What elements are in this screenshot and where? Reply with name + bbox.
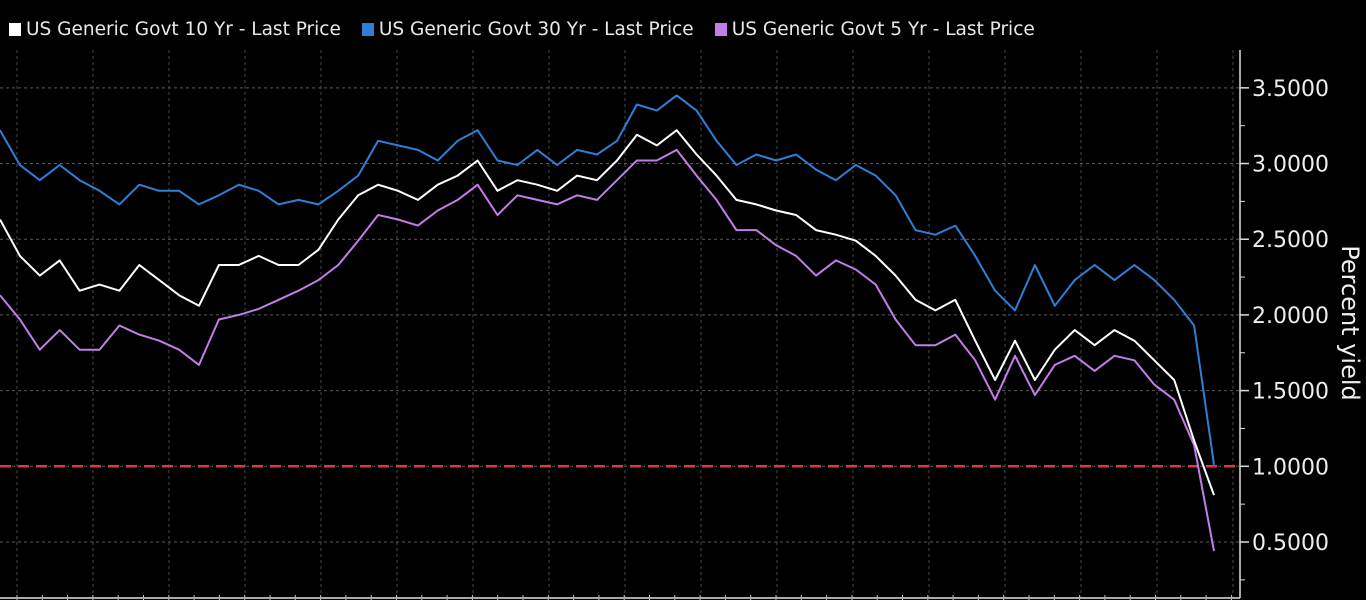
series-lines [0, 94, 1215, 552]
series-line-5yr [0, 148, 1215, 552]
y-axis-label: Percent yield [1336, 245, 1364, 401]
y-tick-label: 3.5000 [1252, 77, 1329, 102]
series-line-30yr [0, 94, 1215, 465]
legend-item-30yr[interactable]: US Generic Govt 30 Yr - Last Price [361, 19, 694, 40]
y-tick-label: 0.5000 [1252, 531, 1329, 556]
legend-label-5yr: US Generic Govt 5 Yr - Last Price [731, 19, 1035, 40]
y-tick-label: 1.5000 [1252, 380, 1329, 405]
legend-swatch-30yr [361, 23, 374, 36]
y-tick-label: 1.0000 [1252, 455, 1329, 480]
legend-label-30yr: US Generic Govt 30 Yr - Last Price [378, 19, 694, 40]
y-tick-label: 2.0000 [1252, 304, 1329, 329]
legend-item-5yr[interactable]: US Generic Govt 5 Yr - Last Price [714, 19, 1035, 40]
legend-swatch-5yr [714, 23, 727, 36]
y-tick-label: 2.5000 [1252, 228, 1329, 253]
series-line-10yr [0, 129, 1215, 496]
y-tick-label: 3.0000 [1252, 153, 1329, 178]
legend-item-10yr[interactable]: US Generic Govt 10 Yr - Last Price [9, 19, 341, 40]
legend: US Generic Govt 10 Yr - Last Price US Ge… [9, 19, 1056, 40]
legend-label-10yr: US Generic Govt 10 Yr - Last Price [26, 19, 341, 40]
legend-swatch-10yr [9, 23, 21, 36]
y-axis: 0.5000 1.0000 1.5000 2.0000 2.5000 3.0000 3.50… [0, 50, 1329, 600]
gridlines [0, 50, 1240, 598]
